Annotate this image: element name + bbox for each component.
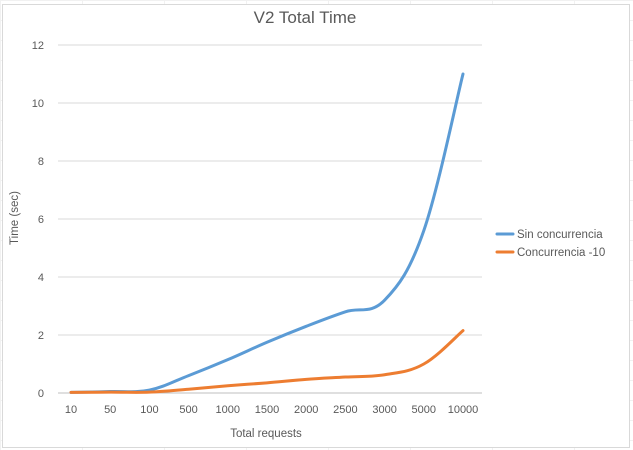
gridlines — [58, 44, 482, 394]
y-tick-label: 12 — [32, 40, 44, 52]
x-tick-label: 1500 — [255, 404, 279, 416]
chart-area[interactable] — [2, 4, 630, 448]
x-tick-label: 10 — [65, 404, 77, 416]
x-tick-label: 1000 — [216, 404, 240, 416]
series-line-0 — [69, 72, 465, 394]
x-tick-label: 2500 — [333, 404, 357, 416]
x-tick-label: 5000 — [412, 404, 436, 416]
y-tick-label: 6 — [38, 214, 44, 226]
x-tick-label: 2000 — [294, 404, 318, 416]
x-tick-label: 50 — [104, 404, 116, 416]
legend-label: Concurrencia -10 — [517, 247, 605, 259]
y-tick-label: 0 — [38, 388, 44, 400]
y-tick-label: 10 — [32, 98, 44, 110]
x-tick-labels: 10 50 100 500 1000 1500 2000 2500 3000 5000 10000 — [65, 404, 478, 416]
y-tick-label: 2 — [38, 330, 44, 342]
x-axis-title: Total requests — [230, 428, 302, 440]
x-tick-label: 500 — [179, 404, 197, 416]
chart-title: V2 Total Time — [254, 8, 357, 27]
legend-label: Sin concurrencia — [517, 229, 603, 241]
series-lines — [69, 72, 465, 394]
series-line-1 — [69, 329, 465, 394]
legend: Sin concurrencia Concurrencia -10 — [495, 229, 605, 259]
y-axis-title: Time (sec) — [9, 191, 21, 245]
y-tick-labels: 0 2 4 6 8 10 12 — [32, 40, 44, 400]
x-tick-label: 100 — [140, 404, 158, 416]
y-tick-label: 4 — [38, 272, 44, 284]
x-tick-label: 3000 — [372, 404, 396, 416]
y-tick-label: 8 — [38, 156, 44, 168]
x-tick-label: 10000 — [448, 404, 479, 416]
